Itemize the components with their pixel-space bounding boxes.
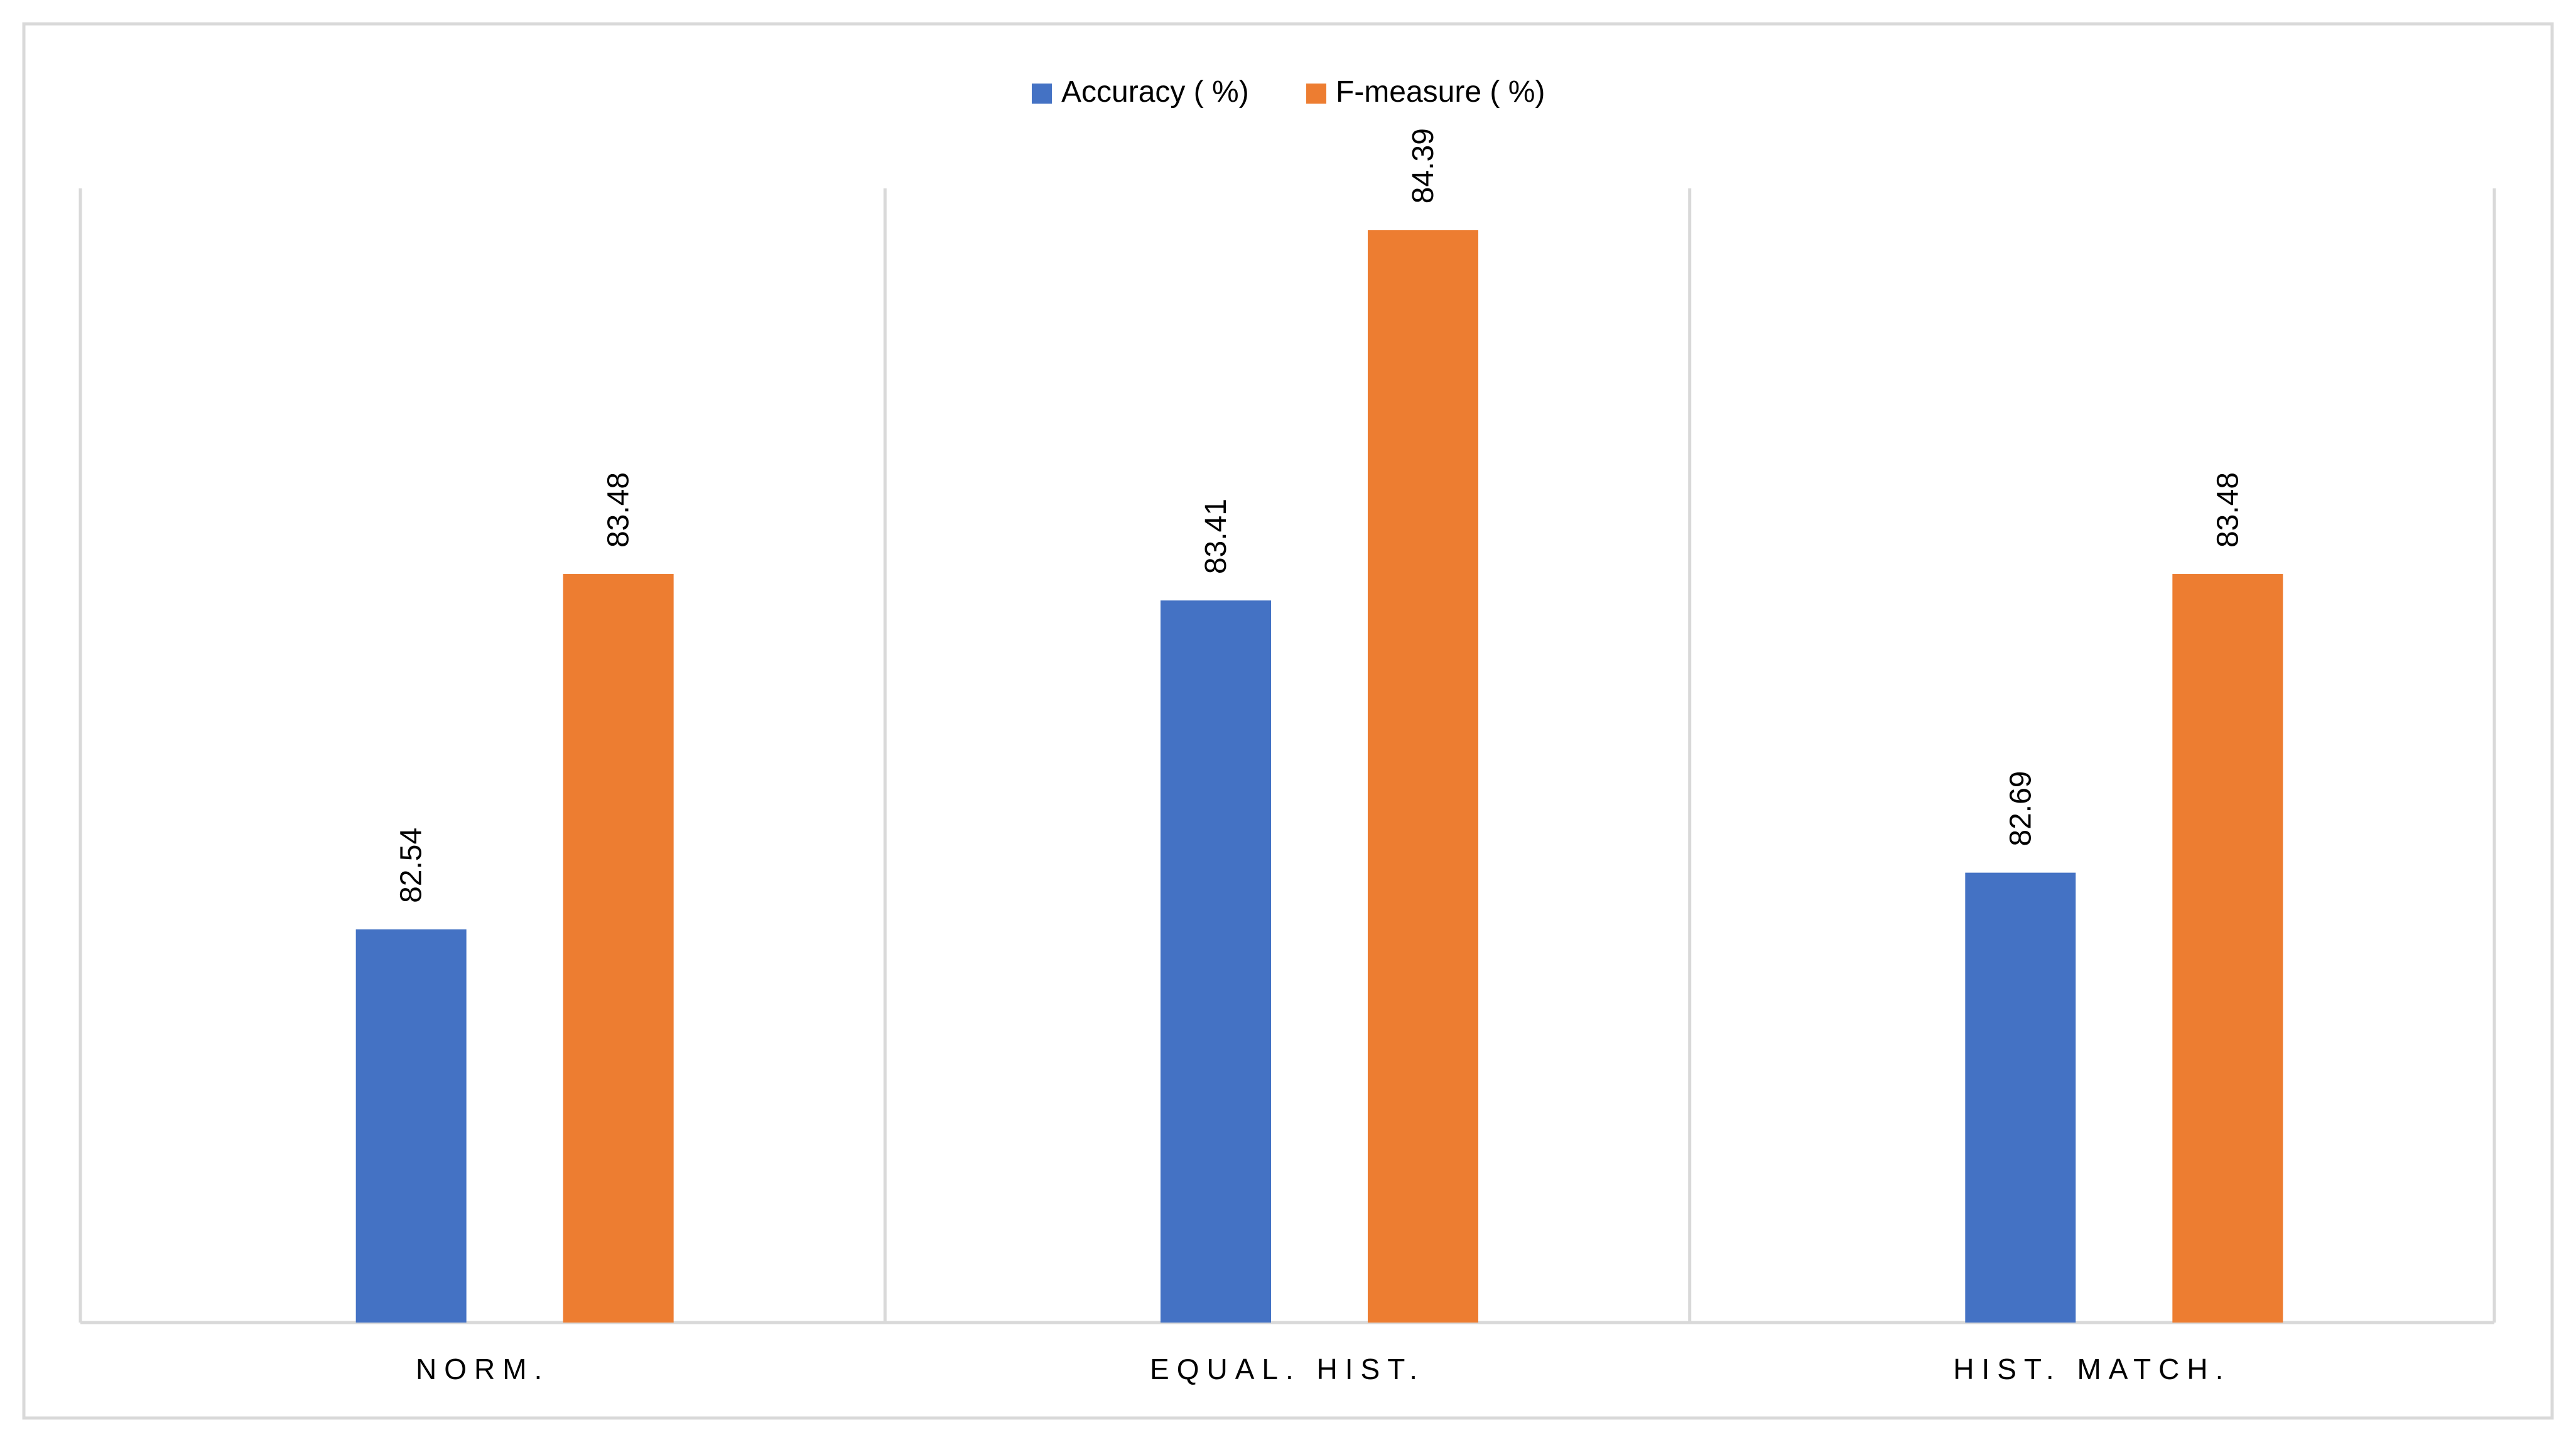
category-label-0: NORM. bbox=[416, 1353, 549, 1385]
category-labels-group: NORM. EQUAL. HIST. HIST. MATCH. bbox=[416, 1353, 2231, 1385]
legend-swatch-f-measure bbox=[1306, 84, 1326, 104]
bar-f-measure-1 bbox=[1368, 230, 1478, 1323]
legend-swatch-accuracy bbox=[1032, 84, 1052, 104]
data-label-f-measure-0: 83.48 bbox=[602, 472, 636, 548]
data-labels-group: 82.54 83.48 83.41 84.39 82.69 83.48 bbox=[395, 128, 2245, 903]
data-label-f-measure-1: 84.39 bbox=[1407, 128, 1440, 203]
data-label-accuracy-1: 83.41 bbox=[1199, 499, 1233, 574]
bar-accuracy-2 bbox=[1965, 872, 2076, 1323]
bars-group bbox=[355, 230, 2283, 1323]
legend: Accuracy ( %) F-measure ( %) bbox=[1032, 75, 1545, 109]
legend-label-f-measure: F-measure ( %) bbox=[1336, 75, 1545, 109]
category-label-2: HIST. MATCH. bbox=[1953, 1353, 2231, 1385]
data-label-accuracy-2: 82.69 bbox=[2004, 771, 2037, 846]
bar-accuracy-1 bbox=[1161, 600, 1271, 1323]
axes bbox=[78, 188, 2496, 1324]
legend-label-accuracy: Accuracy ( %) bbox=[1061, 75, 1249, 109]
data-label-accuracy-0: 82.54 bbox=[395, 828, 428, 903]
bar-accuracy-0 bbox=[355, 929, 467, 1323]
bar-f-measure-2 bbox=[2172, 574, 2283, 1323]
bar-f-measure-0 bbox=[563, 574, 674, 1323]
data-label-f-measure-2: 83.48 bbox=[2211, 472, 2244, 548]
category-label-1: EQUAL. HIST. bbox=[1150, 1353, 1425, 1385]
